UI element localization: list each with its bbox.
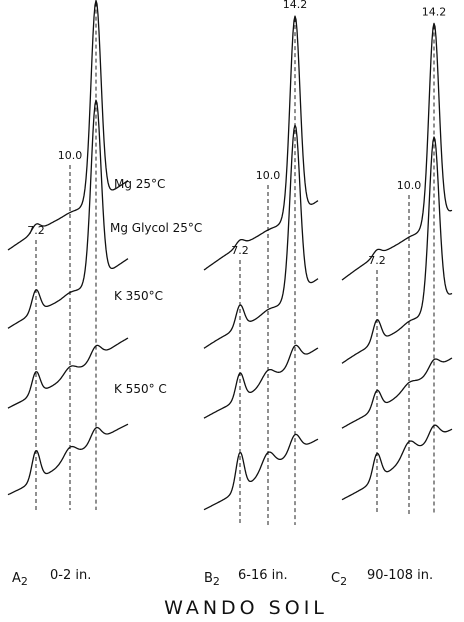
horizon-label-a2: A2 (12, 571, 28, 588)
peak-label-7.2-c2: 7.2 (368, 254, 386, 267)
trace-c2-3 (341, 357, 453, 429)
trace-c2-1 (341, 22, 453, 281)
horizon-letter-a: A (12, 571, 21, 586)
trace-a2-2 (7, 99, 129, 329)
diffraction-traces (7, 0, 453, 511)
trace-b2-2 (203, 124, 319, 349)
trace-a2-1 (7, 0, 129, 251)
depth-label-c2: 90-108 in. (367, 568, 433, 583)
depth-label-a2: 0-2 in. (50, 568, 91, 583)
trace-a2-4 (7, 423, 129, 496)
peak-label-10.0-b2: 10.0 (256, 169, 281, 182)
peak-guide-lines (35, 2, 435, 525)
horizon-label-c2: C2 (331, 571, 347, 588)
treatment-label-k-350: K 350°C (114, 289, 163, 303)
horizon-sub-c: 2 (340, 575, 347, 588)
trace-c2-2 (341, 136, 453, 364)
peak-label-7.2-a2: 7.2 (27, 224, 45, 237)
treatment-label-mg-25: Mg 25°C (114, 177, 165, 191)
peak-label-14.2-b2: 14.2 (283, 0, 308, 11)
horizon-sub-a: 2 (21, 575, 28, 588)
figure-title: WANDO SOIL (164, 597, 328, 619)
horizon-letter-c: C (331, 571, 340, 586)
peak-label-10.0-a2: 10.0 (58, 149, 83, 162)
horizon-sub-b: 2 (213, 575, 220, 588)
trace-a2-3 (7, 337, 129, 409)
peak-label-10.0-c2: 10.0 (397, 179, 422, 192)
horizon-label-b2: B2 (204, 571, 220, 588)
treatment-label-mg-glycol: Mg Glycol 25°C (110, 221, 202, 235)
depth-label-b2: 6-16 in. (238, 568, 288, 583)
trace-b2-3 (203, 344, 319, 419)
trace-b2-1 (203, 15, 319, 271)
trace-c2-4 (341, 424, 453, 501)
peak-label-7.2-b2: 7.2 (231, 244, 249, 257)
treatment-label-k-550: K 550° C (114, 382, 167, 396)
trace-b2-4 (203, 433, 319, 511)
horizon-letter-b: B (204, 571, 213, 586)
peak-label-14.2-c2: 14.2 (422, 5, 447, 18)
peak-position-labels: 7.210.014.27.210.014.27.210.014.2 (27, 0, 446, 267)
